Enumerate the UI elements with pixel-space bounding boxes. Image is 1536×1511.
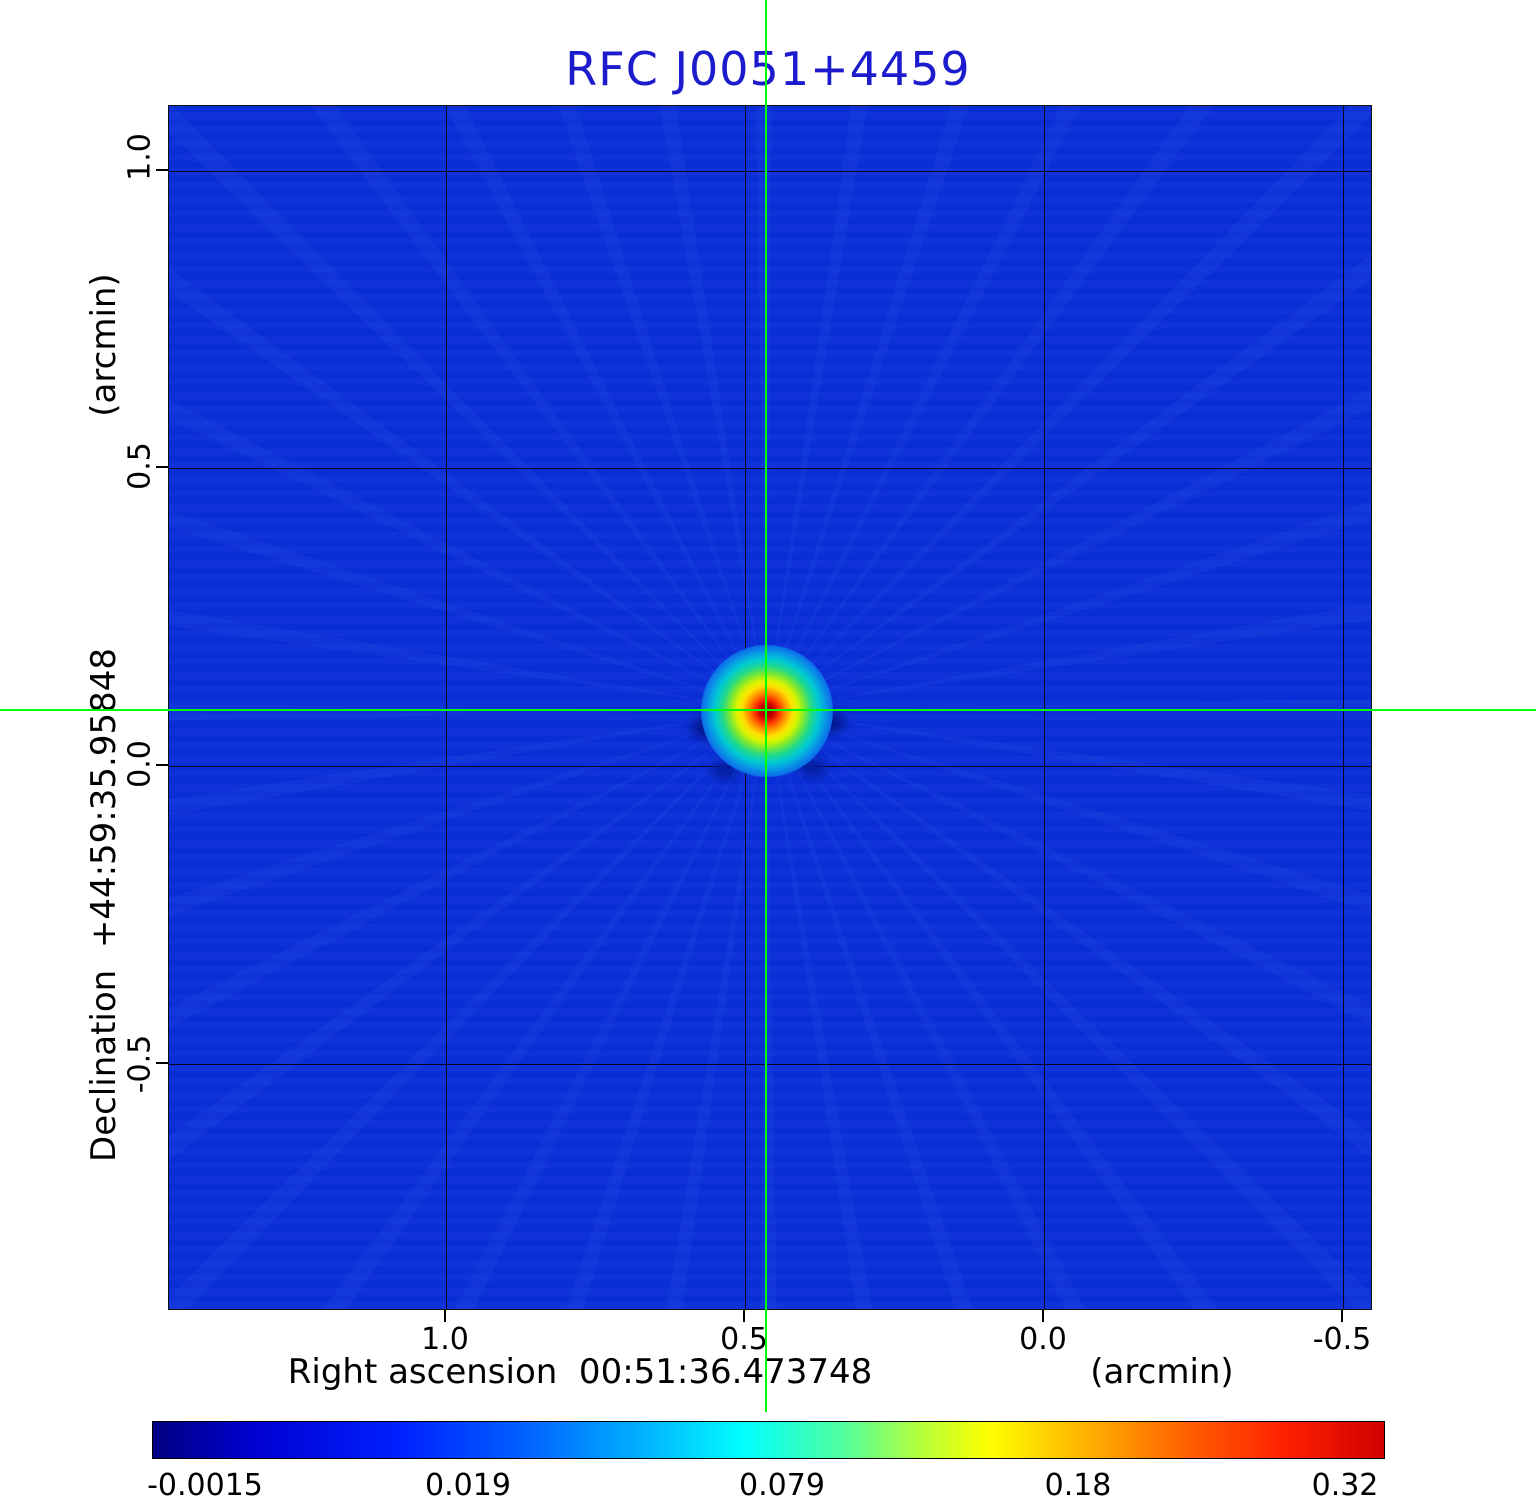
y-tick-label: 0.0	[122, 740, 158, 788]
grid-line-vertical	[1343, 106, 1344, 1309]
x-axis-tick	[1341, 1310, 1343, 1322]
x-axis-tick	[743, 1310, 745, 1322]
x-axis-label: Right ascension 00:51:36.473748	[287, 1352, 873, 1392]
grid-line-vertical	[1044, 106, 1045, 1309]
colorbar-tick-label: 0.32	[1311, 1468, 1379, 1503]
x-axis-unit-label: (arcmin)	[1090, 1352, 1234, 1392]
plot-title: RFC J0051+4459	[565, 42, 971, 96]
x-tick-label: -0.5	[1312, 1322, 1372, 1357]
y-axis-tick	[156, 1062, 168, 1064]
y-axis-tick	[156, 466, 168, 468]
y-tick-label: 1.0	[122, 133, 158, 181]
y-axis-tick	[156, 169, 168, 171]
intensity-colorbar	[152, 1421, 1385, 1459]
grid-line-horizontal	[169, 171, 1371, 172]
y-axis-tick	[156, 764, 168, 766]
y-tick-label: -0.5	[122, 1034, 158, 1094]
colorbar-tick-label: -0.0015	[147, 1468, 263, 1503]
colorbar-tick-label: 0.019	[425, 1468, 511, 1503]
x-tick-label: 1.0	[421, 1322, 469, 1357]
colorbar-tick-label: 0.079	[739, 1468, 825, 1503]
grid-line-horizontal	[169, 1064, 1371, 1065]
radio-source-peak	[701, 645, 833, 777]
grid-line-horizontal	[169, 468, 1371, 469]
sky-map	[168, 105, 1372, 1310]
crosshair-horizontal-line	[0, 709, 1536, 711]
x-axis-tick	[1042, 1310, 1044, 1322]
y-tick-label: 0.5	[122, 442, 158, 490]
x-tick-label: 0.0	[1019, 1322, 1067, 1357]
grid-line-vertical	[446, 106, 447, 1309]
colorbar-tick-label: 0.18	[1044, 1468, 1112, 1503]
x-tick-label: 0.5	[720, 1322, 768, 1357]
x-axis-tick	[444, 1310, 446, 1322]
y-axis-label: Declination +44:59:35.95848	[84, 648, 124, 1162]
crosshair-vertical-line	[765, 0, 767, 1412]
y-axis-unit-label: (arcmin)	[84, 273, 124, 417]
